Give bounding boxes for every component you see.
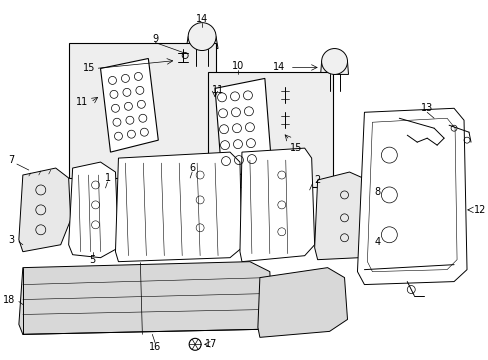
Circle shape <box>321 49 347 75</box>
Polygon shape <box>19 168 70 252</box>
Polygon shape <box>19 262 271 334</box>
Polygon shape <box>115 152 242 262</box>
Text: 7: 7 <box>9 155 15 165</box>
Text: 5: 5 <box>89 255 96 265</box>
Text: 9: 9 <box>152 33 158 44</box>
Polygon shape <box>357 108 466 284</box>
Text: 8: 8 <box>374 187 380 197</box>
Polygon shape <box>314 172 371 260</box>
Text: 13: 13 <box>420 103 432 113</box>
Polygon shape <box>68 162 118 258</box>
Text: 15: 15 <box>82 63 95 73</box>
Circle shape <box>188 23 216 50</box>
Text: 14: 14 <box>272 63 284 72</box>
Polygon shape <box>101 59 158 152</box>
Bar <box>68 42 216 178</box>
Text: 12: 12 <box>473 205 486 215</box>
Text: 14: 14 <box>196 14 208 24</box>
Text: 6: 6 <box>189 163 195 173</box>
Text: 2: 2 <box>314 175 320 185</box>
Text: 10: 10 <box>231 62 244 72</box>
Text: 16: 16 <box>149 342 161 352</box>
Polygon shape <box>240 148 314 262</box>
Polygon shape <box>366 118 456 272</box>
Text: 3: 3 <box>9 235 15 245</box>
Polygon shape <box>257 267 347 337</box>
Text: 17: 17 <box>204 339 217 349</box>
Text: 18: 18 <box>2 294 15 305</box>
Text: 4: 4 <box>374 237 380 247</box>
Text: 15: 15 <box>289 143 302 153</box>
Text: 11: 11 <box>212 85 224 95</box>
Bar <box>208 72 332 187</box>
Polygon shape <box>215 78 271 178</box>
Polygon shape <box>320 62 348 75</box>
Polygon shape <box>186 37 218 49</box>
Text: 1: 1 <box>105 173 111 183</box>
Text: 11: 11 <box>76 97 88 107</box>
